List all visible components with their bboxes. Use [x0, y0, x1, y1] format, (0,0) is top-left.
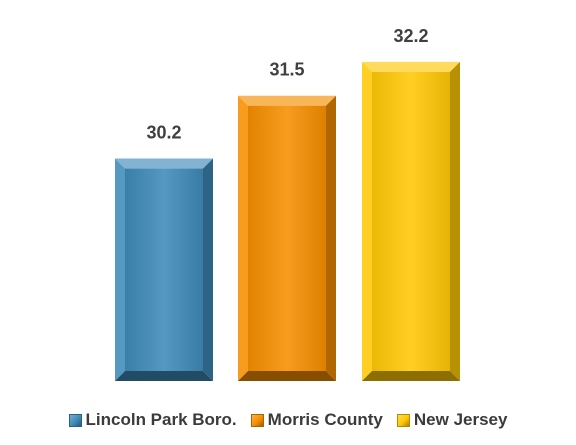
bar-chart: 30.2 31.5 32.2: [115, 26, 460, 382]
legend-label-lincoln-park: Lincoln Park Boro.: [85, 410, 237, 429]
bar-morris-county: [238, 95, 336, 381]
bar-lincoln-park: [115, 158, 213, 381]
bar-new-jersey: [362, 61, 460, 382]
legend: Lincoln Park Boro. Morris County New Jer…: [0, 407, 576, 433]
bar-face: [248, 105, 326, 371]
bar-bevel-bottom: [238, 371, 336, 381]
legend-item-lincoln-park: Lincoln Park Boro.: [68, 410, 237, 430]
data-label-new-jersey: 32.2: [393, 26, 428, 46]
bar-bevel-top: [238, 95, 336, 106]
bar-bevel-bottom: [362, 371, 460, 381]
bar-bevel-left: [115, 158, 125, 381]
legend-item-new-jersey: New Jersey: [396, 410, 508, 430]
data-labels-group: 30.2 31.5 32.2: [146, 26, 428, 143]
legend-item-morris-county: Morris County: [250, 410, 383, 430]
bar-bevel-top: [115, 158, 213, 169]
bar-bevel-bottom: [115, 371, 213, 381]
bars-group: [115, 61, 460, 382]
bar-bevel-right: [450, 61, 460, 382]
bar-bevel-left: [238, 95, 248, 381]
bar-bevel-right: [326, 95, 336, 381]
bar-face: [125, 168, 203, 371]
bar-bevel-left: [362, 61, 372, 382]
legend-label-morris-county: Morris County: [267, 410, 383, 429]
legend-swatch-new-jersey: [396, 413, 410, 427]
bar-bevel-top: [362, 61, 460, 72]
data-label-morris-county: 31.5: [269, 60, 304, 80]
bar-bevel-right: [203, 158, 213, 381]
legend-swatch-morris-county: [250, 413, 264, 427]
data-label-lincoln-park: 30.2: [146, 123, 181, 143]
bar-face: [372, 71, 450, 372]
legend-swatch-lincoln-park: [68, 413, 82, 427]
legend-label-new-jersey: New Jersey: [413, 410, 508, 429]
